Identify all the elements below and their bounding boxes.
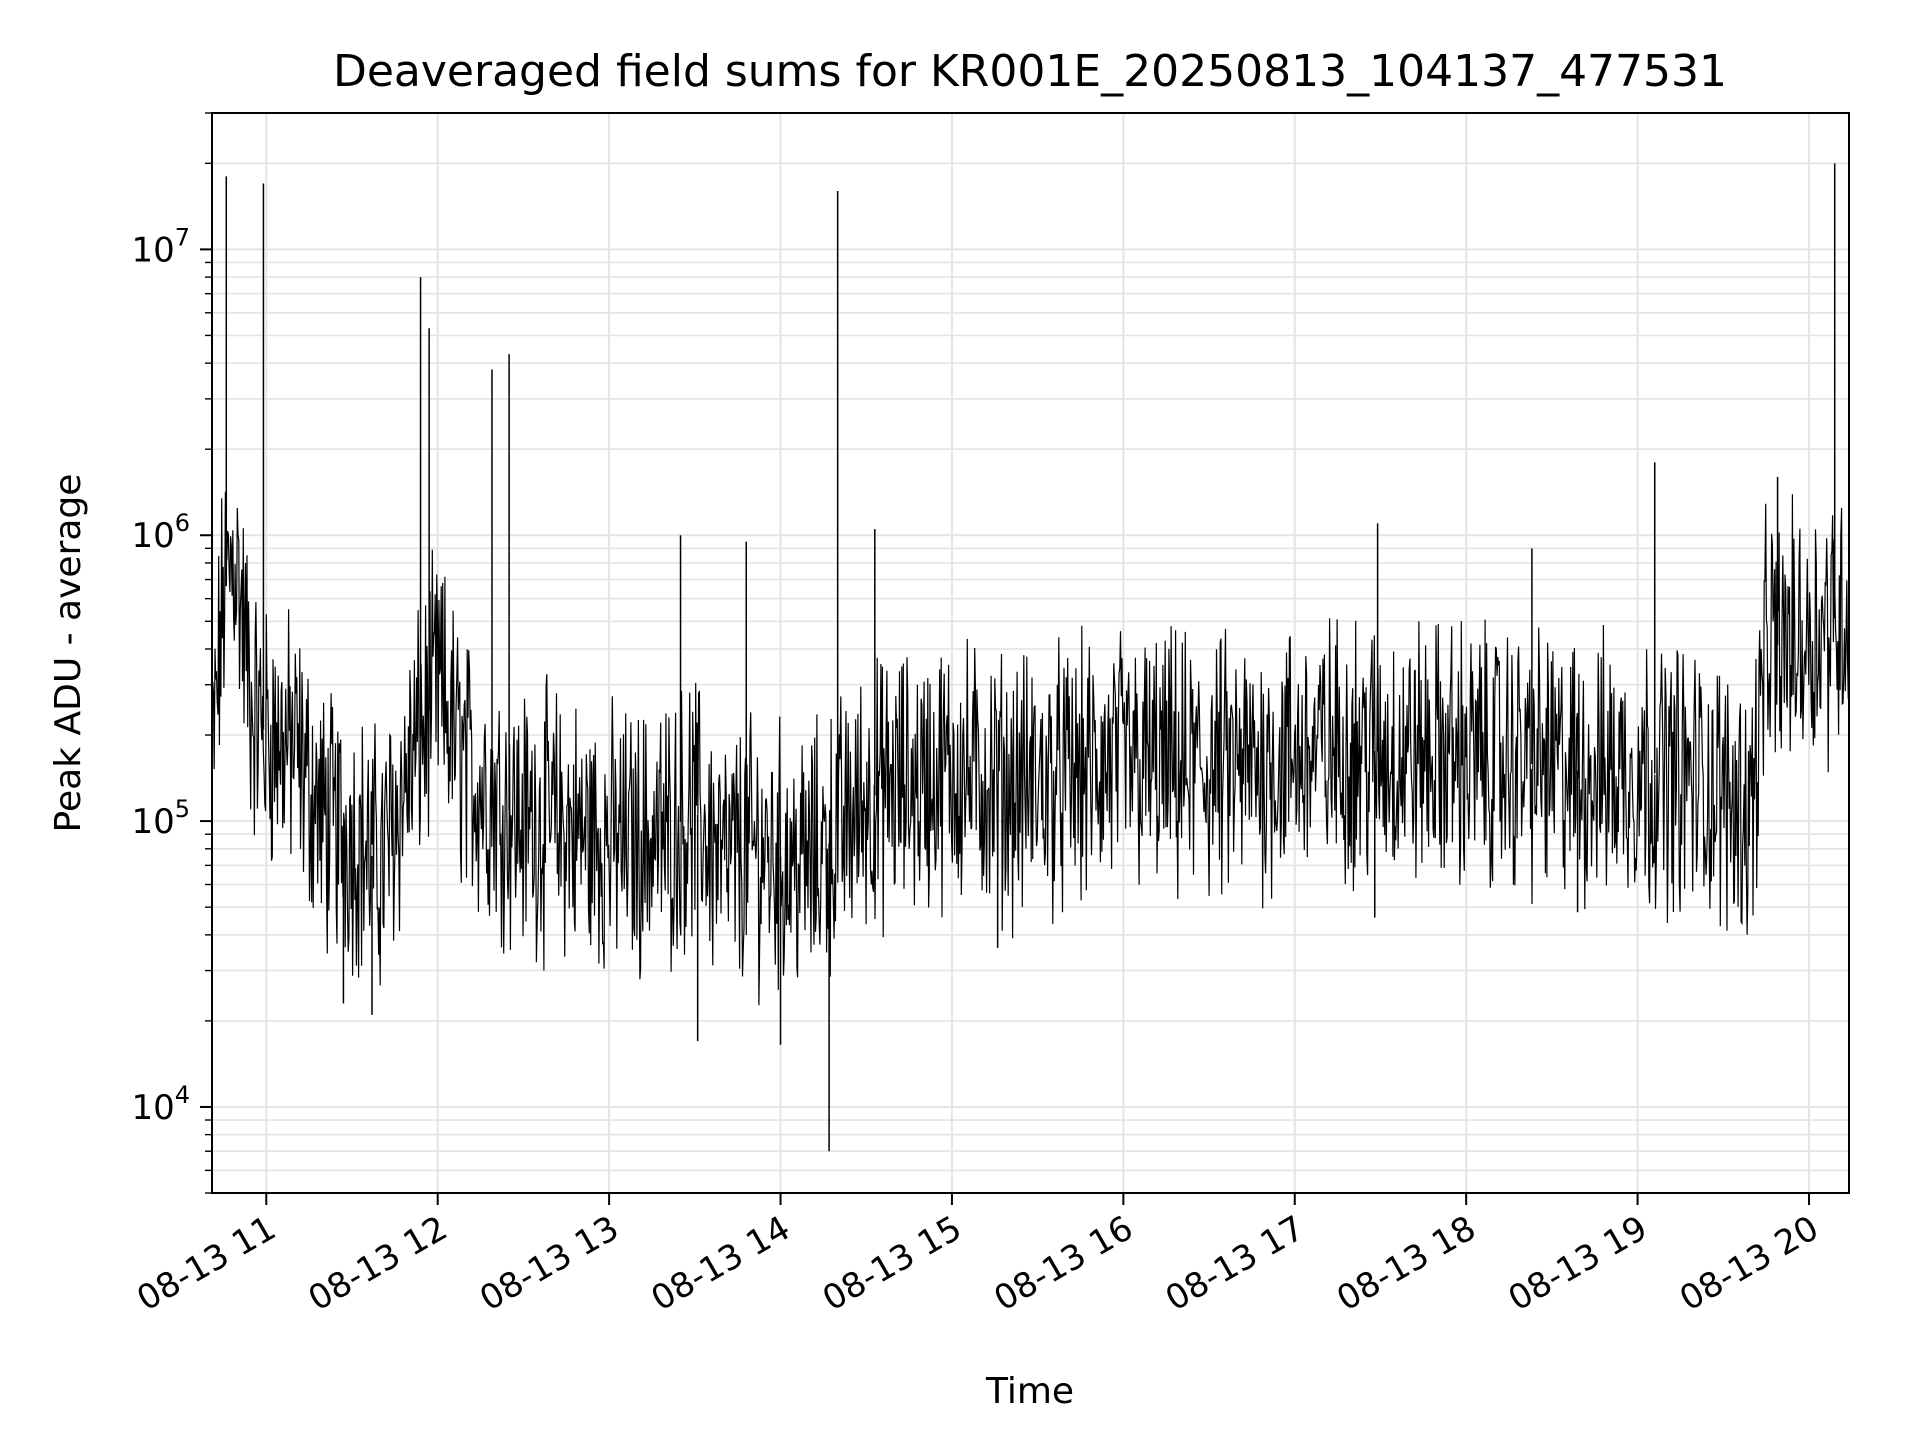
x-tick-label: 08-13 13: [473, 1208, 625, 1319]
x-tick-label: 08-13 16: [987, 1208, 1139, 1319]
x-axis-ticks: 08-13 11 08-13 12 08-13 13 08-13 14 08-13 15…: [130, 1193, 1826, 1319]
x-axis-label: Time: [985, 1371, 1074, 1412]
x-tick-label: 08-13 20: [1673, 1208, 1825, 1319]
y-tick-label: 105: [131, 795, 190, 842]
series-group: [211, 163, 1850, 1152]
x-tick-label: 08-13 11: [130, 1208, 282, 1319]
series-line: [211, 491, 1850, 1006]
x-tick-label: 08-13 18: [1330, 1208, 1482, 1319]
y-tick-label: 107: [131, 223, 190, 270]
x-tick-label: 08-13 12: [302, 1208, 454, 1319]
x-tick-label: 08-13 14: [645, 1208, 797, 1319]
plot-frame: [211, 112, 1850, 1194]
chart-title: Deaveraged field sums for KR001E_2025081…: [333, 46, 1727, 97]
y-axis-ticks: 104 105 106 107: [131, 112, 212, 1194]
y-tick-label: 106: [131, 509, 190, 556]
y-axis-label: Peak ADU - average: [48, 474, 89, 833]
spike-lines: [225, 163, 1836, 1152]
y-tick-label: 104: [131, 1081, 190, 1128]
x-tick-label: 08-13 17: [1159, 1208, 1311, 1319]
x-tick-label: 08-13 19: [1502, 1208, 1654, 1319]
x-tick-label: 08-13 15: [816, 1208, 968, 1319]
